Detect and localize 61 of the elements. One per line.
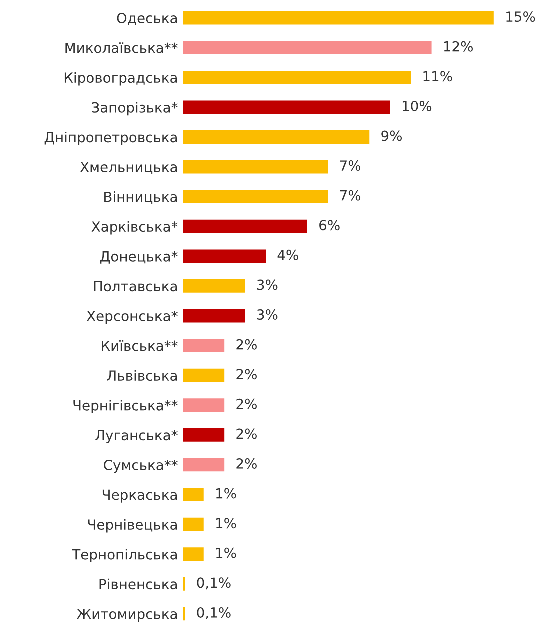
y-tick-label: Львівська bbox=[107, 370, 178, 382]
y-tick-label: Донецька* bbox=[100, 251, 178, 264]
data-label: 0,1% bbox=[197, 578, 231, 590]
y-tick-label: Хмельницька bbox=[80, 162, 178, 174]
data-label: 7% bbox=[340, 160, 361, 172]
data-label: 11% bbox=[424, 71, 452, 82]
bar bbox=[183, 518, 204, 532]
bar bbox=[183, 41, 432, 55]
data-label: 1% bbox=[216, 548, 236, 558]
bar bbox=[183, 220, 308, 234]
data-label: 4% bbox=[278, 250, 298, 260]
y-tick-label: Луганська* bbox=[96, 430, 178, 444]
bar bbox=[183, 368, 225, 382]
data-label: 0,1% bbox=[197, 607, 231, 620]
bar bbox=[183, 70, 412, 84]
bar bbox=[183, 488, 204, 502]
data-label: 15% bbox=[506, 12, 536, 22]
bar bbox=[183, 190, 328, 204]
data-label: 3% bbox=[257, 310, 278, 320]
bar bbox=[183, 548, 204, 562]
y-tick-label: Дніпропетровська bbox=[44, 132, 178, 146]
y-tick-label: Харківська* bbox=[92, 221, 178, 235]
data-label: 3% bbox=[257, 280, 278, 290]
y-tick-label: Рівненська bbox=[100, 578, 178, 590]
data-label: 1% bbox=[216, 488, 236, 499]
data-label: 10% bbox=[402, 100, 432, 112]
y-tick-label: Київська** bbox=[102, 340, 178, 352]
data-label: 2% bbox=[236, 339, 257, 350]
bar bbox=[183, 250, 266, 264]
data-label: 12% bbox=[444, 41, 474, 52]
y-tick-label: Черкаська bbox=[102, 490, 178, 503]
y-tick-label: Запорізька* bbox=[92, 102, 178, 116]
y-tick-label: Сумська** bbox=[104, 460, 178, 474]
y-tick-label: Житомирська bbox=[76, 609, 178, 622]
bar bbox=[183, 100, 390, 114]
y-tick-label: Тернопільська bbox=[72, 549, 178, 563]
data-label: 9% bbox=[382, 130, 402, 142]
data-label: 2% bbox=[236, 398, 257, 410]
y-tick-label: Чернігівська** bbox=[74, 400, 178, 414]
bar bbox=[183, 458, 225, 472]
bar bbox=[183, 339, 225, 352]
bar bbox=[183, 280, 246, 293]
data-label: 6% bbox=[320, 220, 340, 231]
bar bbox=[183, 309, 246, 323]
y-tick-label: Полтавська bbox=[94, 281, 178, 292]
y-tick-label: Миколаївська** bbox=[66, 42, 178, 54]
y-tick-label: Херсонська* bbox=[86, 310, 178, 324]
data-label: 2% bbox=[236, 428, 257, 440]
bar bbox=[183, 130, 370, 144]
y-tick-label: Одеська bbox=[117, 13, 178, 26]
y-tick-label: Вінницька bbox=[104, 192, 178, 204]
bar bbox=[183, 11, 494, 25]
y-tick-label: Чернівецька bbox=[88, 519, 178, 533]
data-label: 7% bbox=[340, 190, 361, 201]
bar bbox=[183, 398, 225, 412]
bar bbox=[183, 428, 225, 442]
y-tick-label: Кіровоградська bbox=[64, 72, 178, 86]
data-label: 2% bbox=[236, 369, 257, 380]
data-label: 2% bbox=[236, 458, 257, 469]
data-label: 1% bbox=[216, 518, 236, 529]
bar bbox=[183, 160, 328, 174]
